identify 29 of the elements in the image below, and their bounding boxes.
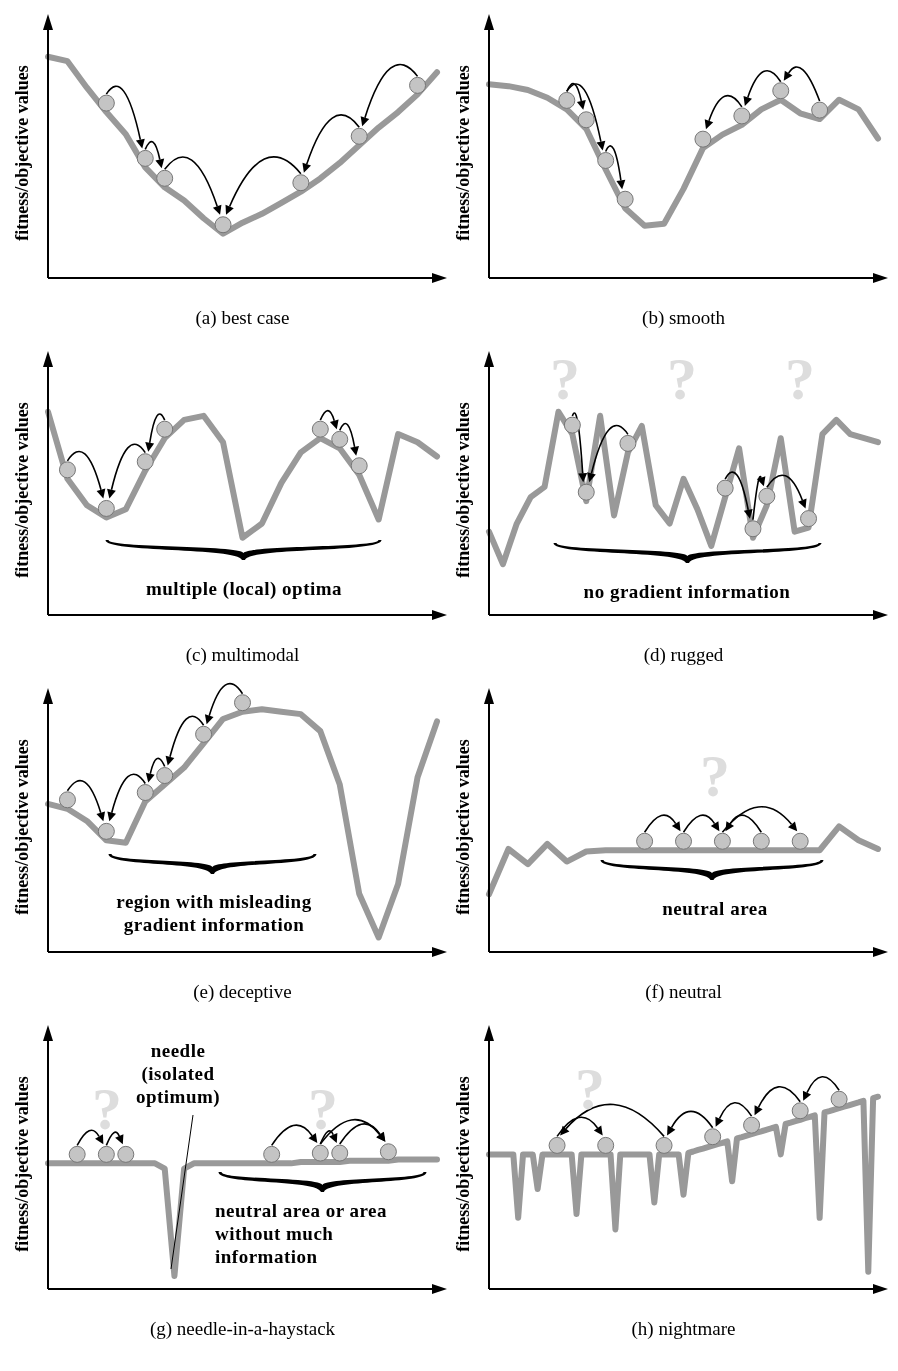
text: ?	[307, 1076, 339, 1142]
text: needle (isolated optimum)	[135, 1040, 221, 1107]
y-axis-title: fitness/objective values	[12, 739, 33, 915]
annotation: no gradient information	[582, 580, 792, 603]
text: (f) neutral	[644, 981, 723, 1003]
annotation: ?	[549, 346, 581, 412]
text: (b) smooth	[641, 307, 726, 329]
annotation: ?	[666, 346, 698, 412]
text: (g) needle-in-a-haystack	[148, 1318, 337, 1340]
text: ?	[699, 743, 731, 809]
text: (e) deceptive	[192, 981, 293, 1003]
text: (a) best case	[194, 307, 291, 329]
text: (h) nightmare	[630, 1318, 737, 1340]
text: ?	[91, 1076, 123, 1142]
text: (c) multimodal	[184, 644, 301, 666]
y-axis-title: fitness/objective values	[12, 402, 33, 578]
annotation: neutral area	[661, 897, 769, 920]
annotation: multiple (local) optima	[144, 577, 344, 600]
annotation: ?	[784, 346, 816, 412]
annotation: region with misleading gradient information	[115, 890, 313, 936]
y-axis-title: fitness/objective values	[453, 65, 474, 241]
y-axis-title: fitness/objective values	[453, 1076, 474, 1252]
annotation: neutral area or area without much information	[215, 1199, 388, 1268]
y-axis-title: fitness/objective values	[453, 739, 474, 915]
y-axis-title: fitness/objective values	[12, 65, 33, 241]
y-axis-title: fitness/objective values	[12, 1076, 33, 1252]
y-axis-title: fitness/objective values	[453, 402, 474, 578]
text: (d) rugged	[642, 644, 725, 666]
annotation: ?	[574, 1056, 606, 1122]
